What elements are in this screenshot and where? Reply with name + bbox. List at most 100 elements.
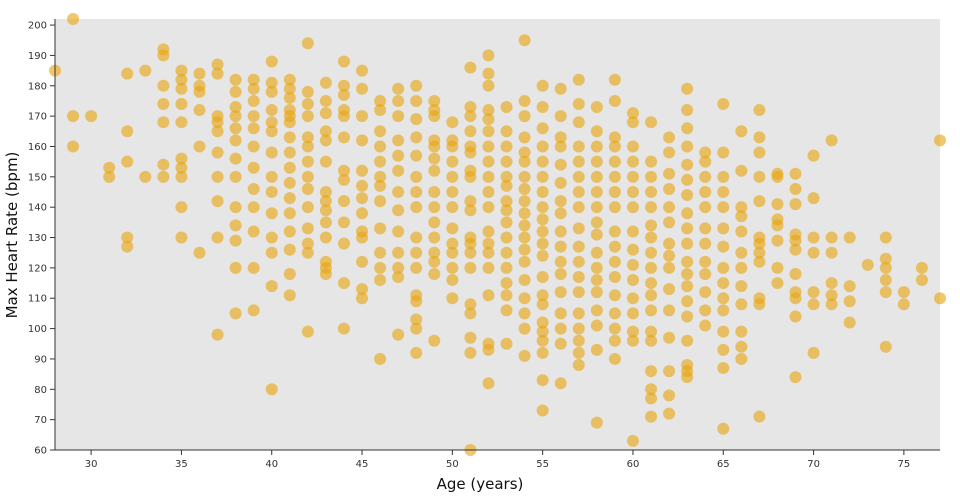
data-point xyxy=(626,107,639,120)
data-point xyxy=(356,231,369,244)
data-point xyxy=(554,267,567,280)
data-point xyxy=(103,161,116,174)
data-point xyxy=(717,304,730,317)
data-point xyxy=(608,170,621,183)
data-point xyxy=(337,110,350,123)
data-point xyxy=(482,104,495,117)
data-point xyxy=(247,94,260,107)
data-point xyxy=(157,97,170,110)
data-point xyxy=(626,201,639,214)
data-point xyxy=(356,292,369,305)
data-point xyxy=(681,140,694,153)
data-point xyxy=(229,201,242,214)
data-point xyxy=(518,307,531,320)
data-point xyxy=(121,155,134,168)
data-point xyxy=(915,261,928,274)
data-point xyxy=(121,240,134,253)
data-point xyxy=(446,261,459,274)
x-tick-label: 55 xyxy=(536,459,549,470)
data-point xyxy=(536,270,549,283)
data-point xyxy=(717,170,730,183)
data-point xyxy=(915,274,928,287)
data-point xyxy=(572,97,585,110)
data-point xyxy=(608,289,621,302)
data-point xyxy=(139,64,152,77)
data-point xyxy=(500,170,513,183)
data-point xyxy=(229,110,242,123)
data-point xyxy=(645,261,658,274)
data-point xyxy=(536,334,549,347)
data-point xyxy=(590,140,603,153)
data-point xyxy=(879,261,892,274)
data-point xyxy=(572,186,585,199)
data-point xyxy=(572,359,585,372)
data-point xyxy=(518,110,531,123)
data-point xyxy=(500,277,513,290)
data-point xyxy=(536,140,549,153)
data-point xyxy=(139,170,152,183)
data-point xyxy=(193,67,206,80)
data-point xyxy=(265,383,278,396)
data-point xyxy=(645,170,658,183)
data-point xyxy=(211,125,224,138)
data-point xyxy=(211,67,224,80)
data-point xyxy=(735,340,748,353)
data-point xyxy=(518,243,531,256)
data-point xyxy=(121,231,134,244)
data-point xyxy=(699,255,712,268)
data-point xyxy=(211,116,224,129)
data-point xyxy=(446,140,459,153)
data-point xyxy=(663,365,676,378)
data-point xyxy=(536,213,549,226)
data-point xyxy=(319,267,332,280)
data-point xyxy=(356,64,369,77)
y-tick-label: 90 xyxy=(34,354,47,365)
data-point xyxy=(572,286,585,299)
data-point xyxy=(590,186,603,199)
data-point xyxy=(374,179,387,192)
data-point xyxy=(482,237,495,250)
data-point xyxy=(645,383,658,396)
data-point xyxy=(626,258,639,271)
data-point xyxy=(645,219,658,232)
data-point xyxy=(175,152,188,165)
data-point xyxy=(735,225,748,238)
data-point xyxy=(590,343,603,356)
data-point xyxy=(536,201,549,214)
data-point xyxy=(554,207,567,220)
data-point xyxy=(681,237,694,250)
data-point xyxy=(681,82,694,95)
data-point xyxy=(319,125,332,138)
data-point xyxy=(608,201,621,214)
data-point xyxy=(626,243,639,256)
data-point xyxy=(572,334,585,347)
data-point xyxy=(319,76,332,89)
data-point xyxy=(934,292,946,305)
data-point xyxy=(681,173,694,186)
data-point xyxy=(464,125,477,138)
data-point xyxy=(590,261,603,274)
data-point xyxy=(934,134,946,147)
data-point xyxy=(554,225,567,238)
data-point xyxy=(626,116,639,129)
data-point xyxy=(356,192,369,205)
data-point xyxy=(572,170,585,183)
data-point xyxy=(536,298,549,311)
data-point xyxy=(645,186,658,199)
y-tick-label: 130 xyxy=(28,233,47,244)
data-point xyxy=(735,280,748,293)
data-point xyxy=(356,207,369,220)
data-point xyxy=(590,246,603,259)
data-point xyxy=(771,219,784,232)
data-point xyxy=(356,179,369,192)
data-point xyxy=(374,170,387,183)
x-axis-title: Age (years) xyxy=(437,475,524,493)
data-point xyxy=(608,307,621,320)
data-point xyxy=(464,246,477,259)
data-point xyxy=(229,134,242,147)
y-tick-label: 200 xyxy=(28,21,47,32)
data-point xyxy=(681,310,694,323)
x-tick-label: 40 xyxy=(265,459,278,470)
data-point xyxy=(518,131,531,144)
data-point xyxy=(500,216,513,229)
